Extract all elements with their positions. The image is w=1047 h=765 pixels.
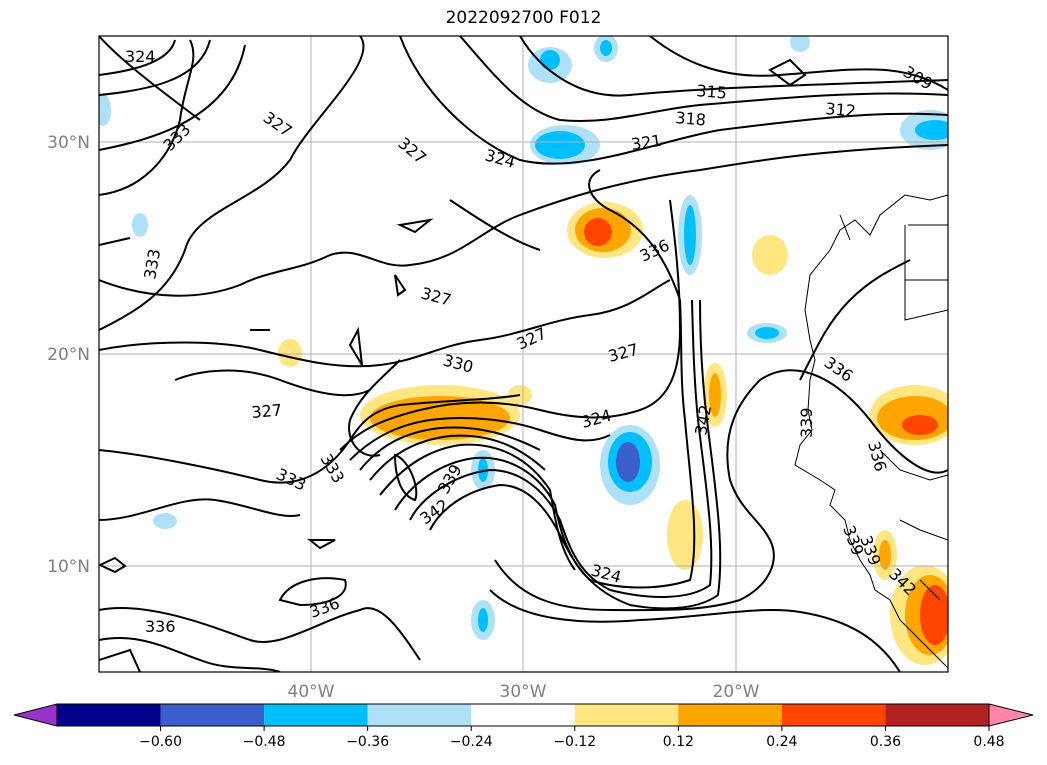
contour-label: 324 (483, 146, 517, 172)
colorbar-tick-label: −0.12 (553, 734, 596, 750)
lat-label-30n: 30°N (47, 133, 90, 153)
colorbar-tick-label: 0.12 (663, 734, 694, 750)
contour-label: 309 (900, 62, 936, 94)
colorbar-tick-label: −0.60 (139, 734, 182, 750)
contour-labels: 324 327 333 327 333 327 327 333 327 336 … (125, 47, 936, 636)
lat-label-20n: 20°N (47, 345, 90, 365)
colorbar-outline (56, 703, 990, 727)
contour-label: 324 (125, 47, 156, 66)
contour-label: 327 (394, 134, 430, 168)
colorbar-extend-high (988, 703, 1034, 727)
lon-label-20w: 20°W (713, 682, 760, 702)
contour-label: 336 (637, 235, 673, 265)
colorbar-segment (367, 704, 472, 726)
coastlines (794, 194, 948, 669)
map-border (98, 35, 949, 673)
colorbar-ticks: −0.60 −0.48 −0.36 −0.24 −0.12 0.12 0.24 0.36 0.4… (139, 726, 1005, 750)
contour-label: 321 (630, 131, 663, 154)
colorbar-segment (471, 704, 575, 726)
colorbar-segment (264, 704, 368, 726)
contour-label: 327 (260, 108, 296, 141)
contour-label: 336 (864, 439, 890, 473)
colorbar-tick-label: 0.24 (766, 734, 797, 750)
colorbar-tick-label: −0.24 (450, 734, 493, 750)
colorbar-segment (781, 704, 886, 726)
colorbar-segment (885, 704, 989, 726)
contour-label: 333 (273, 464, 309, 494)
contour-label: 327 (606, 340, 640, 366)
contour-label: 324 (579, 406, 613, 432)
contour-label: 318 (675, 108, 707, 130)
shading-layer (99, 36, 948, 665)
lon-label-40w: 40°W (288, 682, 335, 702)
map-title: 2022092700 F012 (445, 8, 602, 28)
contour-label: 315 (696, 81, 728, 103)
colorbar-extend-low (13, 703, 58, 727)
colorbar-tick-label: −0.36 (346, 734, 389, 750)
map-panel: 324 327 333 327 333 327 327 333 327 336 … (99, 36, 948, 672)
colorbar-segment (678, 704, 782, 726)
lat-labels: 30°N 20°N 10°N (47, 133, 90, 577)
contour-label: 333 (317, 451, 349, 487)
colorbar-segment (160, 704, 265, 726)
colorbar-segment (574, 704, 679, 726)
colorbar-tick-label: 0.48 (973, 734, 1004, 750)
contour-label: 342 (691, 403, 715, 436)
gridlines (99, 36, 948, 672)
contour-label: 333 (140, 247, 164, 280)
colorbar-tick-label: 0.36 (870, 734, 901, 750)
lat-label-10n: 10°N (47, 557, 90, 577)
contour-label: 336 (145, 617, 176, 636)
contour-label: 312 (825, 99, 857, 121)
contour-label: 327 (419, 284, 453, 310)
colorbar (13, 703, 1034, 727)
lon-labels: 40°W 30°W 20°W (288, 682, 760, 702)
contour-label: 339 (797, 407, 816, 438)
contour-lines (99, 36, 948, 672)
colorbar-segment (57, 704, 161, 726)
contour-label: 333 (159, 120, 194, 155)
contour-label: 327 (514, 323, 550, 353)
contour-label: 339 (434, 461, 466, 497)
lon-label-30w: 30°W (500, 682, 547, 702)
colorbar-tick-label: −0.48 (243, 734, 286, 750)
contour-label: 342 (416, 495, 452, 528)
contour-label: 327 (251, 400, 283, 422)
